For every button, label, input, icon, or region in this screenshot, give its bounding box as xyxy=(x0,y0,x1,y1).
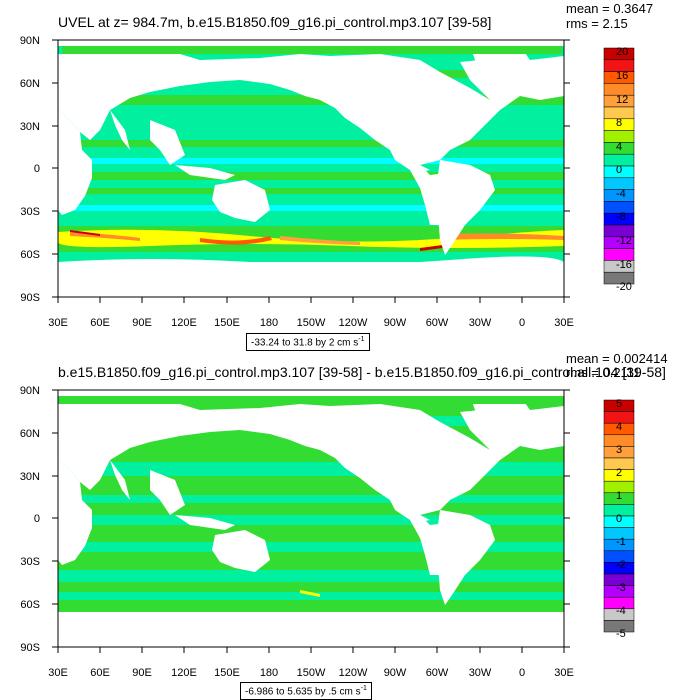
colorbar-label: -20 xyxy=(616,281,632,293)
lon-label: 180 xyxy=(260,317,278,329)
lat-label: 30N xyxy=(20,121,40,133)
lon-label: 30E xyxy=(554,317,574,329)
lon-label: 60E xyxy=(90,317,110,329)
colorbar-label: -4 xyxy=(616,188,626,200)
lon-label: 30W xyxy=(469,317,492,329)
colorbar-swatch xyxy=(603,620,635,633)
lat-label: 60N xyxy=(20,78,40,90)
panel1-range-box: -33.24 to 31.8 by 2 cm s-1 xyxy=(246,333,370,352)
panel2-range-text: -6.986 to 5.635 by .5 cm s xyxy=(245,686,361,698)
colorbar-label: 3 xyxy=(616,444,622,456)
lat-label: 90N xyxy=(20,385,40,397)
lon-label: 0 xyxy=(519,317,525,329)
panel1-mean: mean = 0.3647 xyxy=(566,1,654,16)
lon-label: 60W xyxy=(426,317,449,329)
panel1-colorbar xyxy=(603,47,635,285)
colorbar-label: -8 xyxy=(616,211,626,223)
lat-label: 90N xyxy=(20,35,40,47)
panel1-title: UVEL at z= 984.7m, b.e15.B1850.f09_g16.p… xyxy=(58,14,492,30)
panel2-colorbar xyxy=(603,399,635,633)
panel2-map: 90N 60N 30N 0 30S 60S 90S 30E 60E 90E 12… xyxy=(20,385,635,679)
panel1-lat-axis xyxy=(52,39,570,298)
colorbar-label: -1 xyxy=(616,536,626,548)
colorbar-label: -12 xyxy=(616,235,632,247)
lat-label: 90S xyxy=(20,292,40,304)
colorbar-label: 20 xyxy=(616,46,628,58)
lat-label: 30N xyxy=(20,471,40,483)
lon-label: 120W xyxy=(339,667,368,679)
colorbar-label: 4 xyxy=(616,141,622,153)
colorbar-label: -16 xyxy=(616,259,632,271)
lon-label: 150W xyxy=(297,317,326,329)
colorbar-label: 0 xyxy=(616,513,622,525)
colorbar-label: -4 xyxy=(616,605,626,617)
colorbar-label: -5 xyxy=(616,628,626,640)
lon-label: 150W xyxy=(297,667,326,679)
lat-label: 90S xyxy=(20,642,40,654)
lat-label: 0 xyxy=(34,163,40,175)
lon-label: 0 xyxy=(519,667,525,679)
land-mask xyxy=(58,40,564,297)
lon-label: 30E xyxy=(554,667,574,679)
colorbar-label: 5 xyxy=(616,398,622,410)
lon-label: 30W xyxy=(469,667,492,679)
colorbar-label: -2 xyxy=(616,559,626,571)
lon-label: 30E xyxy=(48,667,68,679)
panel2-rms: rms = 0.2111 xyxy=(566,365,641,380)
lon-label: 120E xyxy=(171,317,197,329)
land-mask xyxy=(58,390,564,647)
panel2-mean: mean = 0.002414 xyxy=(566,351,668,366)
panel2-range-exponent: -1 xyxy=(360,685,367,692)
colorbar-label: 16 xyxy=(616,70,628,82)
lon-label: 90E xyxy=(132,317,152,329)
lon-label: 90W xyxy=(384,317,407,329)
lon-label: 120E xyxy=(171,667,197,679)
lat-label: 0 xyxy=(34,513,40,525)
lat-label: 60N xyxy=(20,428,40,440)
panel1-range-exponent: -1 xyxy=(358,336,365,343)
panel1-range-text: -33.24 to 31.8 by 2 cm s xyxy=(251,337,359,349)
colorbar-label: 4 xyxy=(616,421,622,433)
colorbar-label: 2 xyxy=(616,467,622,479)
lon-label: 90E xyxy=(132,667,152,679)
colorbar-swatch xyxy=(603,271,635,285)
lon-label: 60E xyxy=(90,667,110,679)
lon-label: 90W xyxy=(384,667,407,679)
lon-label: 120W xyxy=(339,317,368,329)
lat-label: 30S xyxy=(20,206,40,218)
colorbar-label: -3 xyxy=(616,582,626,594)
colorbar-label: 8 xyxy=(616,117,622,129)
panel1-map: 90N 60N 30N 0 30S 60S 90S 30E 60E 90E 12… xyxy=(20,35,635,329)
colorbar-label: 1 xyxy=(616,490,622,502)
lon-label: 180 xyxy=(260,667,278,679)
lon-label: 30E xyxy=(48,317,68,329)
lat-label: 60S xyxy=(20,249,40,261)
lat-label: 30S xyxy=(20,556,40,568)
lat-label: 60S xyxy=(20,599,40,611)
panel2-range-box: -6.986 to 5.635 by .5 cm s-1 xyxy=(240,682,372,700)
lon-label: 60W xyxy=(426,667,449,679)
lon-label: 150E xyxy=(214,667,240,679)
colorbar-label: 0 xyxy=(616,164,622,176)
panel2-title: b.e15.B1850.f09_g16.pi_control.mp3.107 [… xyxy=(58,364,666,380)
panel1-rms: rms = 2.15 xyxy=(566,16,628,31)
lon-label: 150E xyxy=(214,317,240,329)
colorbar-label: 12 xyxy=(616,94,628,106)
